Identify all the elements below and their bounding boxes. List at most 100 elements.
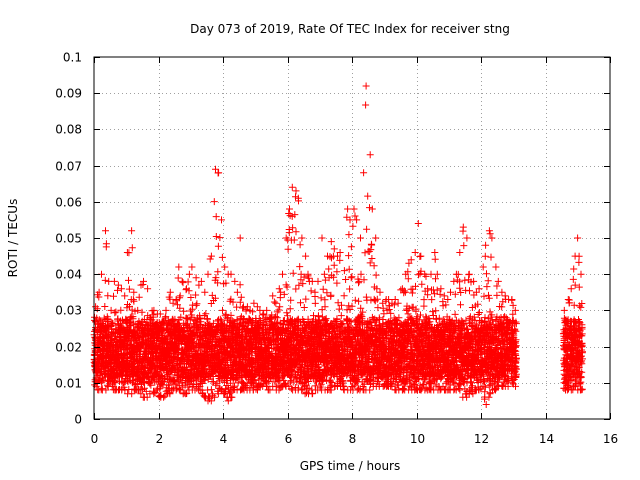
data-point	[380, 310, 388, 318]
data-point-max	[314, 277, 322, 285]
data-point-max	[188, 263, 196, 271]
data-point	[117, 306, 125, 314]
data-point	[355, 279, 362, 287]
data-point	[355, 297, 363, 305]
data-point-max	[117, 285, 125, 293]
data-point	[333, 279, 341, 287]
data-point	[368, 255, 376, 262]
data-point	[285, 226, 293, 233]
data-point	[207, 386, 215, 394]
data-point-max	[95, 288, 103, 296]
data-point	[141, 384, 148, 392]
data-point	[342, 276, 350, 283]
data-point-max	[236, 234, 244, 242]
data-point-max	[102, 227, 109, 235]
data-point	[387, 309, 395, 317]
data-point-max	[162, 306, 170, 314]
data-point	[126, 302, 133, 310]
data-point	[129, 313, 137, 321]
data-point-max	[272, 299, 280, 307]
data-point-max	[379, 299, 387, 307]
data-point	[138, 308, 146, 316]
data-point	[106, 349, 114, 357]
data-point-max	[204, 270, 212, 278]
data-point	[108, 319, 116, 327]
data-point	[275, 306, 283, 314]
data-point-max	[166, 288, 174, 296]
data-point	[297, 299, 304, 307]
data-point	[330, 261, 338, 269]
data-point	[139, 386, 147, 394]
data-point-max	[269, 292, 277, 300]
data-point	[360, 276, 368, 284]
data-point-max	[144, 285, 152, 293]
data-point-max	[376, 288, 384, 296]
data-point-max	[121, 292, 129, 300]
data-point	[104, 315, 112, 323]
data-point	[176, 292, 184, 300]
data-point	[114, 286, 121, 294]
data-point-max	[110, 277, 118, 285]
data-point	[233, 303, 241, 311]
data-point	[139, 281, 147, 288]
data-point	[325, 265, 333, 273]
data-point	[357, 270, 365, 278]
data-point	[95, 316, 103, 324]
data-point	[328, 254, 335, 262]
data-point-max	[107, 306, 115, 314]
data-point-max	[172, 296, 180, 303]
data-point	[345, 265, 353, 273]
data-point-max	[185, 270, 193, 278]
data-point	[340, 292, 348, 300]
data-point-max	[279, 270, 286, 278]
data-point-max	[201, 288, 209, 296]
data-point	[361, 249, 369, 257]
data-point	[296, 263, 304, 271]
data-point	[125, 285, 133, 293]
data-point	[100, 329, 108, 337]
data-point	[283, 309, 291, 317]
data-point	[337, 312, 345, 320]
data-point-max	[302, 252, 310, 260]
data-point-max	[192, 274, 200, 282]
data-point-max	[250, 299, 258, 307]
data-point	[184, 278, 192, 286]
data-point-max	[298, 234, 306, 242]
data-point-max	[175, 263, 183, 271]
data-point	[317, 294, 325, 302]
data-point	[372, 271, 380, 279]
data-point-max	[263, 306, 271, 314]
data-point	[125, 276, 132, 284]
data-point	[347, 243, 355, 251]
data-point	[111, 379, 119, 387]
data-point	[179, 279, 187, 287]
data-point-min	[102, 386, 110, 394]
data-point	[101, 303, 109, 310]
data-point-max	[260, 310, 268, 318]
data-point	[218, 253, 226, 261]
data-point	[119, 351, 127, 359]
data-point-max	[292, 187, 300, 195]
data-point	[214, 268, 222, 276]
data-point-max	[275, 285, 283, 293]
data-point	[289, 224, 297, 232]
data-point	[110, 366, 118, 374]
data-point-max	[311, 288, 319, 296]
data-point	[129, 376, 137, 384]
data-point	[193, 300, 201, 308]
data-point	[284, 245, 292, 253]
data-point	[363, 225, 371, 233]
data-point-max	[350, 205, 358, 213]
data-point-max	[130, 288, 138, 296]
data-point	[97, 321, 105, 329]
data-point-max	[92, 303, 100, 311]
data-point	[120, 326, 128, 334]
data-point	[292, 228, 300, 236]
data-point	[346, 285, 354, 293]
data-point-max	[372, 234, 380, 242]
data-point-max	[150, 306, 158, 314]
data-point-max	[134, 306, 142, 314]
data-point	[102, 243, 110, 251]
data-point-max	[123, 249, 131, 256]
data-point-min	[366, 386, 374, 394]
